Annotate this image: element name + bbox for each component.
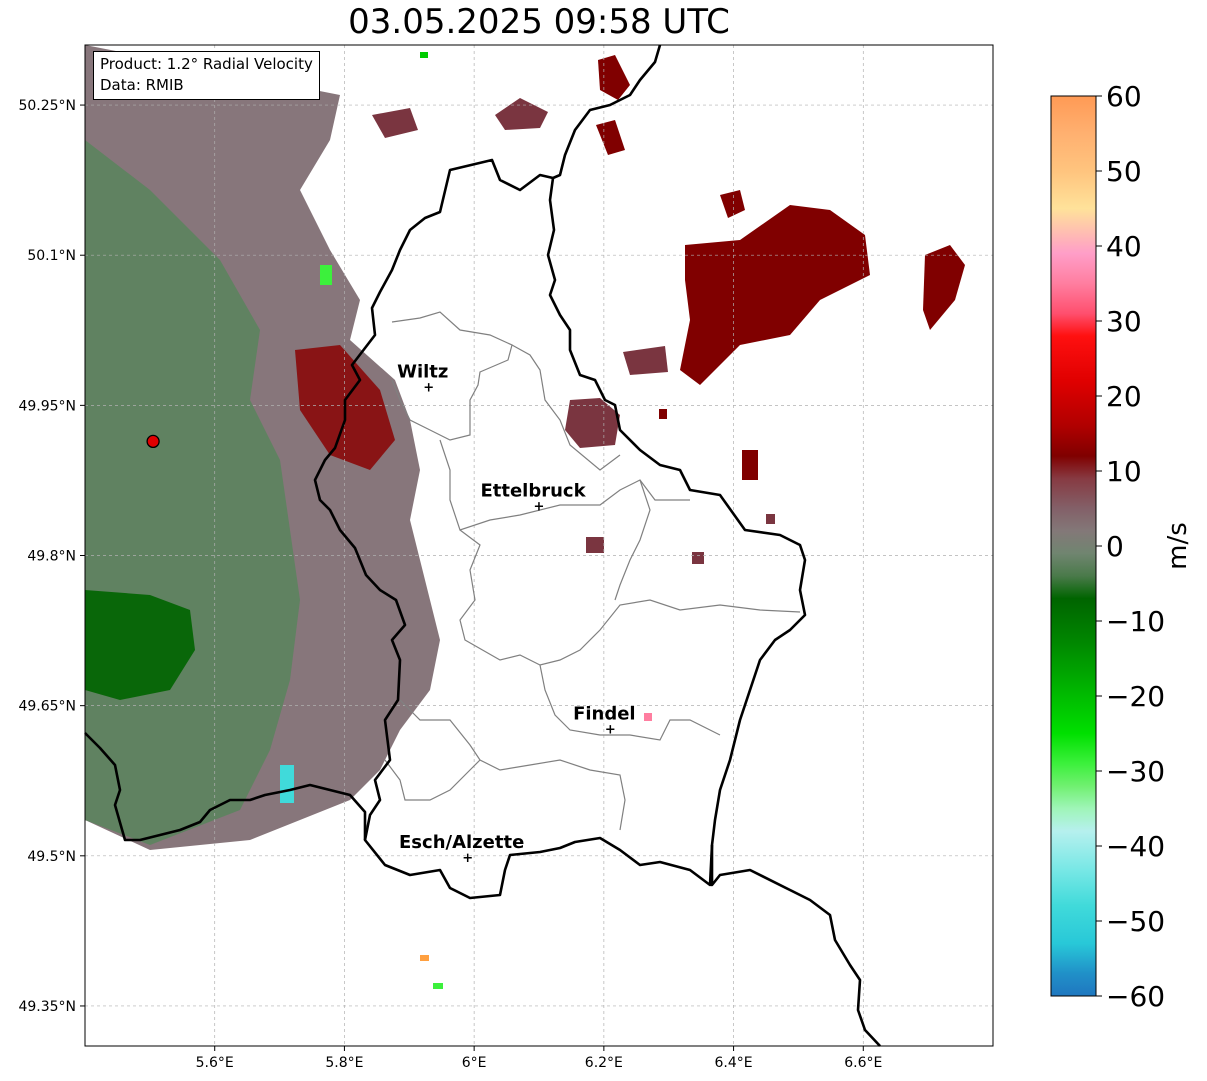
canton-boundary-southwest xyxy=(384,759,481,801)
germany-france-border xyxy=(710,845,881,1047)
lat-tick-label: 49.5°N xyxy=(27,849,76,865)
product-label: Product: 1.2° Radial Velocity xyxy=(100,55,313,73)
canton-boundary-ettelbruck xyxy=(459,529,801,666)
echo-east-small-cell xyxy=(623,346,668,375)
echo-speck-2 xyxy=(692,552,704,564)
city-marker-icon: + xyxy=(534,499,545,514)
echo-far-east-cell xyxy=(923,245,965,330)
colorbar: 60 50 40 30 20 10 0 −10 −20 −30 −40 −50 −60 m/s xyxy=(1050,80,1193,1013)
colorbar-tick-label: −20 xyxy=(1106,680,1165,713)
city-markers: +Wiltz+Ettelbruck+Findel+Esch/Alzette xyxy=(397,361,636,865)
city-label: Esch/Alzette xyxy=(399,832,524,853)
lon-tick-label: 6°E xyxy=(462,1055,487,1071)
lat-tick-label: 49.35°N xyxy=(18,999,76,1015)
radar-echo-layer xyxy=(85,45,965,989)
canton-boundary-north xyxy=(391,311,513,441)
echo-speck-8 xyxy=(433,983,443,989)
city-wiltz: +Wiltz xyxy=(397,361,448,395)
lon-tick-label: 6.6°E xyxy=(844,1055,882,1071)
echo-north-cell-1 xyxy=(598,55,630,100)
echo-north-cell-3 xyxy=(495,98,548,130)
colorbar-tick-label: −30 xyxy=(1106,755,1165,788)
lat-tick-label: 50.25°N xyxy=(18,98,76,114)
city-label: Ettelbruck xyxy=(480,480,586,501)
colorbar-tick-label: 20 xyxy=(1106,380,1142,413)
longitude-ticks: 5.6°E 5.8°E 6°E 6.2°E 6.4°E 6.6°E xyxy=(196,1046,882,1071)
city-findel: +Findel xyxy=(573,704,636,738)
echo-speck-7 xyxy=(420,955,429,961)
colorbar-tick-label: −10 xyxy=(1106,605,1165,638)
echo-northeast-cells xyxy=(680,205,870,385)
city-marker-icon: + xyxy=(605,723,616,738)
city-ettelbruck: +Ettelbruck xyxy=(480,480,586,514)
lat-tick-label: 49.65°N xyxy=(18,699,76,715)
colorbar-unit-label: m/s xyxy=(1163,522,1193,570)
radar-site-marker xyxy=(146,434,160,449)
echo-middle-cell xyxy=(565,398,620,448)
canton-boundaries xyxy=(384,311,801,831)
canton-boundary-wiltz-clervaux xyxy=(511,344,621,471)
echo-speck-1 xyxy=(586,537,604,553)
echo-speck-11 xyxy=(320,265,332,285)
colorbar-tick-label: 30 xyxy=(1106,305,1142,338)
map-title: 03.05.2025 09:58 UTC xyxy=(348,2,730,42)
latitude-ticks: 50.25°N 50.1°N 49.95°N 49.8°N 49.65°N 49.5°N 4… xyxy=(18,98,85,1015)
radar-site xyxy=(146,434,160,449)
echo-speck-6 xyxy=(644,713,652,721)
data-source-label: Data: RMIB xyxy=(100,76,184,94)
echo-speck-4 xyxy=(742,450,758,480)
echo-dark-green-patch xyxy=(85,590,195,700)
canton-boundary-east xyxy=(614,479,651,601)
canton-boundary-center xyxy=(439,439,690,531)
graticule xyxy=(85,45,993,1046)
colorbar-tick-label: 40 xyxy=(1106,230,1142,263)
canton-boundary-capital xyxy=(539,664,721,741)
city-label: Wiltz xyxy=(397,361,448,382)
echo-speck-10 xyxy=(280,765,294,803)
colorbar-tick-label: −50 xyxy=(1106,905,1165,938)
national-borders xyxy=(84,44,881,1047)
map-frame xyxy=(84,44,994,1047)
colorbar-tick-label: 60 xyxy=(1106,80,1142,113)
city-eschalzette: +Esch/Alzette xyxy=(399,832,524,866)
echo-speck-5 xyxy=(659,409,667,419)
colorbar-tick-label: 10 xyxy=(1106,455,1142,488)
echo-speck-3 xyxy=(766,514,775,524)
colorbar-ticks: 60 50 40 30 20 10 0 −10 −20 −30 −40 −50 −60 xyxy=(1096,80,1165,1013)
colorbar-ramp xyxy=(1050,95,1097,997)
product-info-box: Product: 1.2° Radial Velocity Data: RMIB xyxy=(93,51,320,100)
lon-tick-label: 6.2°E xyxy=(585,1055,623,1071)
colorbar-tick-label: −40 xyxy=(1106,830,1165,863)
lon-tick-label: 5.6°E xyxy=(196,1055,234,1071)
colorbar-tick-label: 0 xyxy=(1106,530,1124,563)
colorbar-tick-label: −60 xyxy=(1106,980,1165,1013)
lon-tick-label: 6.4°E xyxy=(715,1055,753,1071)
belgium-germany-border-north xyxy=(552,44,662,180)
lat-tick-label: 49.95°N xyxy=(18,398,76,414)
luxembourg-border xyxy=(313,158,807,900)
lon-tick-label: 5.8°E xyxy=(325,1055,363,1071)
city-marker-icon: + xyxy=(462,851,473,866)
city-label: Findel xyxy=(573,704,636,725)
echo-north-cell-4 xyxy=(372,108,418,138)
echo-speck-9 xyxy=(420,52,428,58)
city-marker-icon: + xyxy=(423,380,434,395)
echo-northeast-small-cell xyxy=(720,190,745,218)
lat-tick-label: 50.1°N xyxy=(27,248,76,264)
lat-tick-label: 49.8°N xyxy=(27,549,76,565)
canton-boundary-south xyxy=(399,699,626,831)
colorbar-tick-label: 50 xyxy=(1106,155,1142,188)
belgium-france-border xyxy=(84,732,367,842)
echo-north-cell-2 xyxy=(596,120,625,155)
